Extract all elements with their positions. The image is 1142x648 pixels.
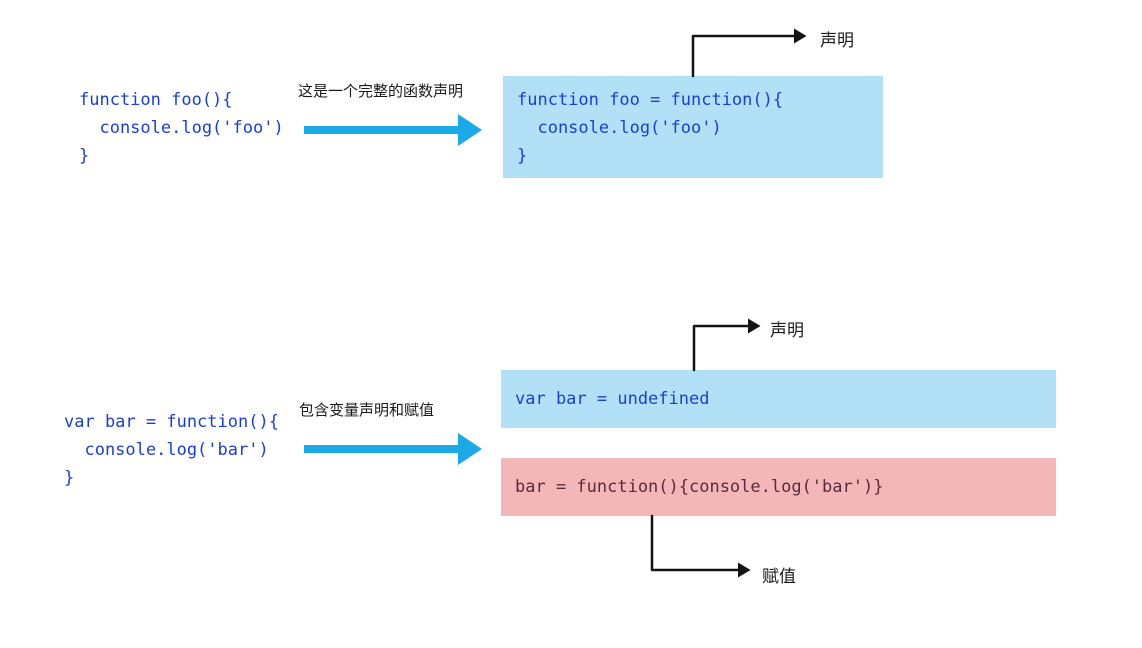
section2-red-box: bar = function(){console.log('bar')} [501, 458, 1056, 516]
section2-down-arrow [652, 516, 748, 570]
diagram-canvas: function foo(){ console.log('foo') } 这是一… [0, 0, 1142, 648]
section2-up-arrow [694, 326, 758, 370]
section2-down-label: 赋值 [762, 562, 796, 587]
section2-blue-box: var bar = undefined [501, 370, 1056, 428]
section2-up-label: 声明 [770, 316, 804, 341]
section2-left-code: var bar = function(){ console.log('bar')… [50, 398, 293, 502]
section1-up-label: 声明 [820, 26, 854, 51]
section1-left-code: function foo(){ console.log('foo') } [65, 76, 298, 180]
section1-right-box: function foo = function(){ console.log('… [503, 76, 883, 178]
section1-annotation: 这是一个完整的函数声明 [298, 80, 463, 101]
section2-annotation: 包含变量声明和赋值 [299, 399, 434, 420]
section1-up-arrow [693, 36, 804, 76]
